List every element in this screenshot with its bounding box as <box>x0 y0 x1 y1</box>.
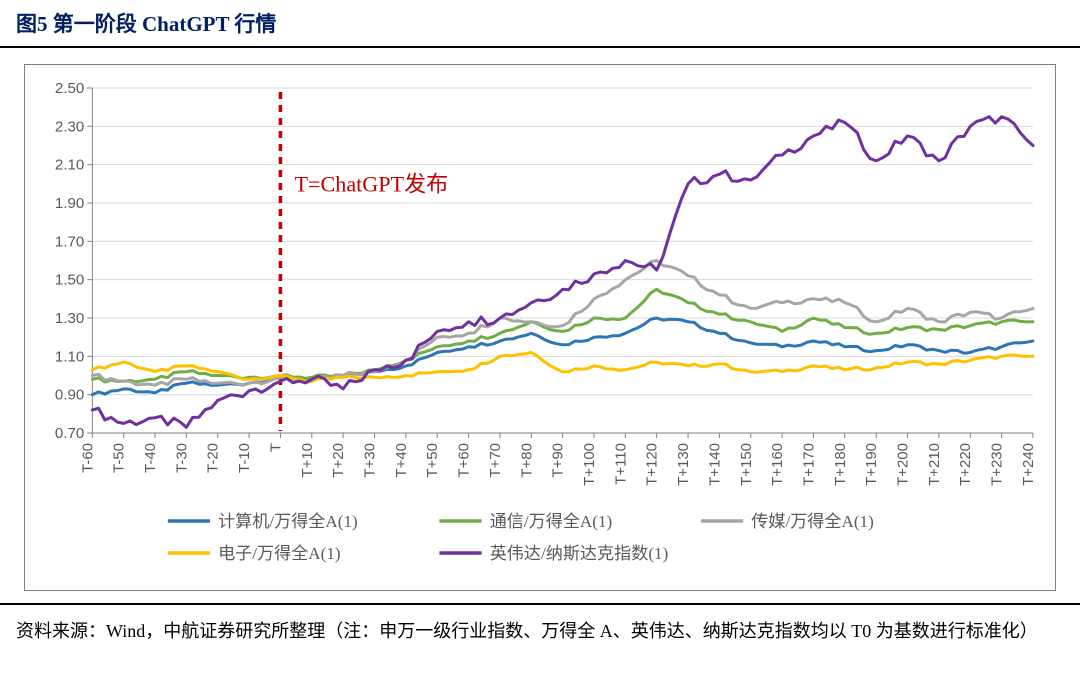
svg-text:T: T <box>267 443 284 452</box>
legend-label: 计算机/万得全A(1) <box>218 512 358 531</box>
series-line <box>92 289 1033 382</box>
chart-frame: 0.70 0.90 1.10 1.30 1.50 1.70 1.90 2.10 2.30 2.50… <box>24 64 1056 591</box>
svg-text:T+240: T+240 <box>1020 443 1037 486</box>
chart-title: 图5 第一阶段 ChatGPT 行情 <box>0 0 1080 48</box>
svg-text:T+60: T+60 <box>456 443 473 478</box>
svg-text:T+170: T+170 <box>800 443 817 486</box>
svg-text:T+40: T+40 <box>393 443 410 478</box>
svg-text:T+20: T+20 <box>330 443 347 478</box>
legend-label: 电子/万得全A(1) <box>218 544 341 563</box>
legend: 计算机/万得全A(1) 通信/万得全A(1) 传媒/万得全A(1) 电子/万得全A(1… <box>37 503 1043 578</box>
legend-label: 通信/万得全A(1) <box>490 512 613 531</box>
svg-text:T-50: T-50 <box>111 443 128 473</box>
line-chart: 0.70 0.90 1.10 1.30 1.50 1.70 1.90 2.10 2.30 2.50… <box>37 83 1043 503</box>
svg-text:T+70: T+70 <box>487 443 504 478</box>
svg-text:1.50: 1.50 <box>55 272 84 289</box>
svg-text:T+150: T+150 <box>738 443 755 486</box>
svg-text:T-60: T-60 <box>79 443 96 473</box>
svg-text:T+100: T+100 <box>581 443 598 486</box>
legend-label: 传媒/万得全A(1) <box>751 512 874 531</box>
svg-text:0.70: 0.70 <box>55 425 84 442</box>
svg-text:T+120: T+120 <box>644 443 661 486</box>
svg-text:1.30: 1.30 <box>55 310 84 327</box>
svg-text:T+110: T+110 <box>612 443 629 485</box>
chart-footnote: 资料来源：Wind，中航证券研究所整理（注：申万一级行业指数、万得全 A、英伟达… <box>0 605 1080 647</box>
svg-text:1.70: 1.70 <box>55 233 84 250</box>
svg-text:2.10: 2.10 <box>55 157 84 174</box>
svg-text:T+180: T+180 <box>832 443 849 486</box>
svg-text:2.50: 2.50 <box>55 83 84 97</box>
svg-text:T+130: T+130 <box>675 443 692 486</box>
svg-text:T+30: T+30 <box>361 443 378 478</box>
legend-label: 英伟达/纳斯达克指数(1) <box>490 544 669 563</box>
svg-text:T+10: T+10 <box>299 443 316 478</box>
svg-text:0.90: 0.90 <box>55 387 84 404</box>
svg-text:T+50: T+50 <box>424 443 441 478</box>
svg-text:T-10: T-10 <box>236 443 253 473</box>
svg-text:T+220: T+220 <box>957 443 974 486</box>
svg-text:T-40: T-40 <box>142 443 159 473</box>
svg-text:T-20: T-20 <box>205 443 222 473</box>
svg-text:T+200: T+200 <box>894 443 911 486</box>
series-line <box>92 117 1033 428</box>
svg-text:T=ChatGPT发布: T=ChatGPT发布 <box>295 172 449 197</box>
svg-text:2.30: 2.30 <box>55 118 84 135</box>
svg-text:T+90: T+90 <box>550 443 567 478</box>
svg-text:T+160: T+160 <box>769 443 786 486</box>
svg-text:1.90: 1.90 <box>55 195 84 212</box>
svg-text:T+210: T+210 <box>926 443 943 486</box>
svg-text:1.10: 1.10 <box>55 348 84 365</box>
svg-text:T+190: T+190 <box>863 443 880 486</box>
svg-text:T-30: T-30 <box>173 443 190 473</box>
svg-text:T+140: T+140 <box>706 443 723 486</box>
svg-text:T+230: T+230 <box>989 443 1006 486</box>
svg-text:T+80: T+80 <box>518 443 535 478</box>
